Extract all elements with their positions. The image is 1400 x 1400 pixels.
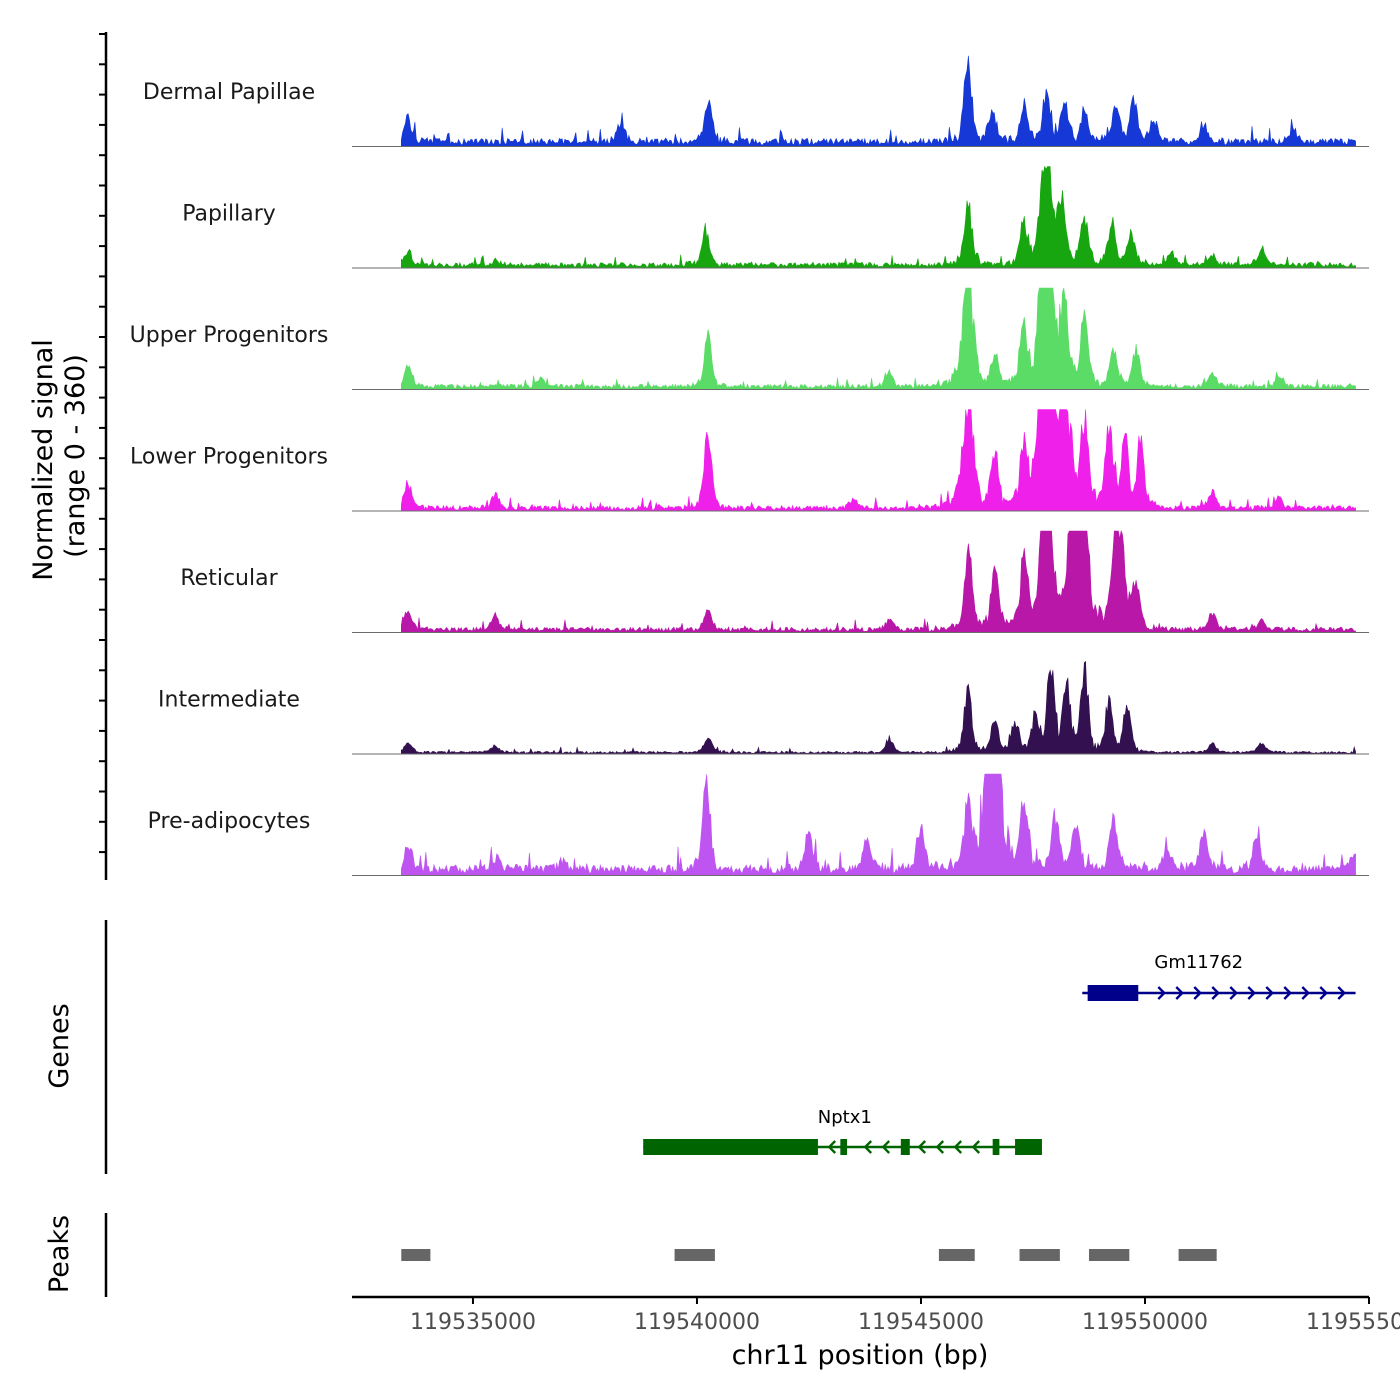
gene-models: Gm11762 Nptx1 (643, 952, 1356, 1155)
strand-arrow (1337, 986, 1346, 1000)
strand-arrow (1157, 986, 1166, 1000)
gene-label: Gm11762 (1154, 952, 1243, 973)
peak-region (674, 1249, 715, 1261)
coverage-area (401, 773, 1356, 876)
strand-arrow (1247, 986, 1256, 1000)
coverage-track-4: Lower Progenitors (130, 409, 1369, 512)
coverage-ylabel-line2: (range 0 - 360) (60, 354, 91, 558)
coverage-ylabel-line1: Normalized signal (28, 339, 59, 581)
exon (643, 1139, 818, 1155)
track-label: Lower Progenitors (130, 445, 328, 470)
strand-arrow (1193, 986, 1202, 1000)
track-label: Papillary (182, 202, 276, 227)
strand-arrow (1229, 986, 1238, 1000)
coverage-area (401, 55, 1356, 147)
peak-regions (401, 1249, 1217, 1261)
track-label: Intermediate (158, 688, 300, 713)
strand-arrow (863, 1140, 873, 1154)
x-tick-label: 119535000 (410, 1310, 536, 1335)
strand-arrow (953, 1140, 963, 1154)
coverage-area (401, 660, 1356, 755)
coverage-track-1: Dermal Papillae (143, 55, 1369, 147)
peak-region (1178, 1249, 1217, 1261)
coverage-track-2: Papillary (182, 165, 1369, 269)
coverage-area (401, 287, 1356, 390)
peak-region (1088, 1249, 1130, 1261)
strand-arrow (1175, 986, 1184, 1000)
exon (900, 1139, 910, 1155)
strand-arrow (971, 1140, 981, 1154)
strand-arrow (1319, 986, 1328, 1000)
coverage-track-6: Intermediate (158, 660, 1369, 755)
peak-region (1019, 1249, 1060, 1261)
coverage-y-ticks (99, 33, 106, 854)
strand-arrow (1211, 986, 1220, 1000)
peaks-ylabel: Peaks (44, 1215, 75, 1293)
gene-label: Nptx1 (818, 1107, 872, 1128)
track-label: Upper Progenitors (130, 323, 329, 348)
strand-arrow (1265, 986, 1274, 1000)
exon (1015, 1139, 1042, 1155)
genes-ylabel: Genes (44, 1003, 75, 1088)
coverage-tracks: Dermal Papillae Papillary Upper Progenitor… (130, 55, 1369, 876)
coverage-area (401, 409, 1356, 512)
track-label: Pre-adipocytes (148, 809, 311, 834)
coverage-track-7: Pre-adipocytes (148, 773, 1369, 876)
x-tick-label: 119540000 (634, 1310, 760, 1335)
gene-gm11762: Gm11762 (1082, 952, 1356, 1001)
exon (840, 1139, 848, 1155)
strand-arrow (827, 1140, 837, 1154)
strand-arrow (917, 1140, 927, 1154)
x-axis-ticks: 119535000 119540000 119545000 119550000 1195… (410, 1297, 1400, 1335)
coverage-track-5: Reticular (180, 529, 1369, 633)
exon (992, 1139, 1000, 1155)
exon (1087, 985, 1139, 1001)
track-label: Reticular (180, 566, 278, 591)
x-tick-label: 119555000 (1306, 1310, 1400, 1335)
coverage-area (401, 165, 1356, 269)
strand-arrow (1301, 986, 1310, 1000)
coverage-track-3: Upper Progenitors (130, 287, 1369, 390)
gene-nptx1: Nptx1 (643, 1107, 1042, 1155)
x-tick-label: 119545000 (858, 1310, 984, 1335)
x-tick-label: 119550000 (1082, 1310, 1208, 1335)
coverage-area (401, 529, 1356, 633)
peak-region (401, 1249, 431, 1261)
peak-region (938, 1249, 975, 1261)
strand-arrow (935, 1140, 945, 1154)
strand-arrow (881, 1140, 891, 1154)
strand-arrow (1283, 986, 1292, 1000)
x-axis-title: chr11 position (bp) (732, 1340, 989, 1371)
track-label: Dermal Papillae (143, 80, 315, 105)
